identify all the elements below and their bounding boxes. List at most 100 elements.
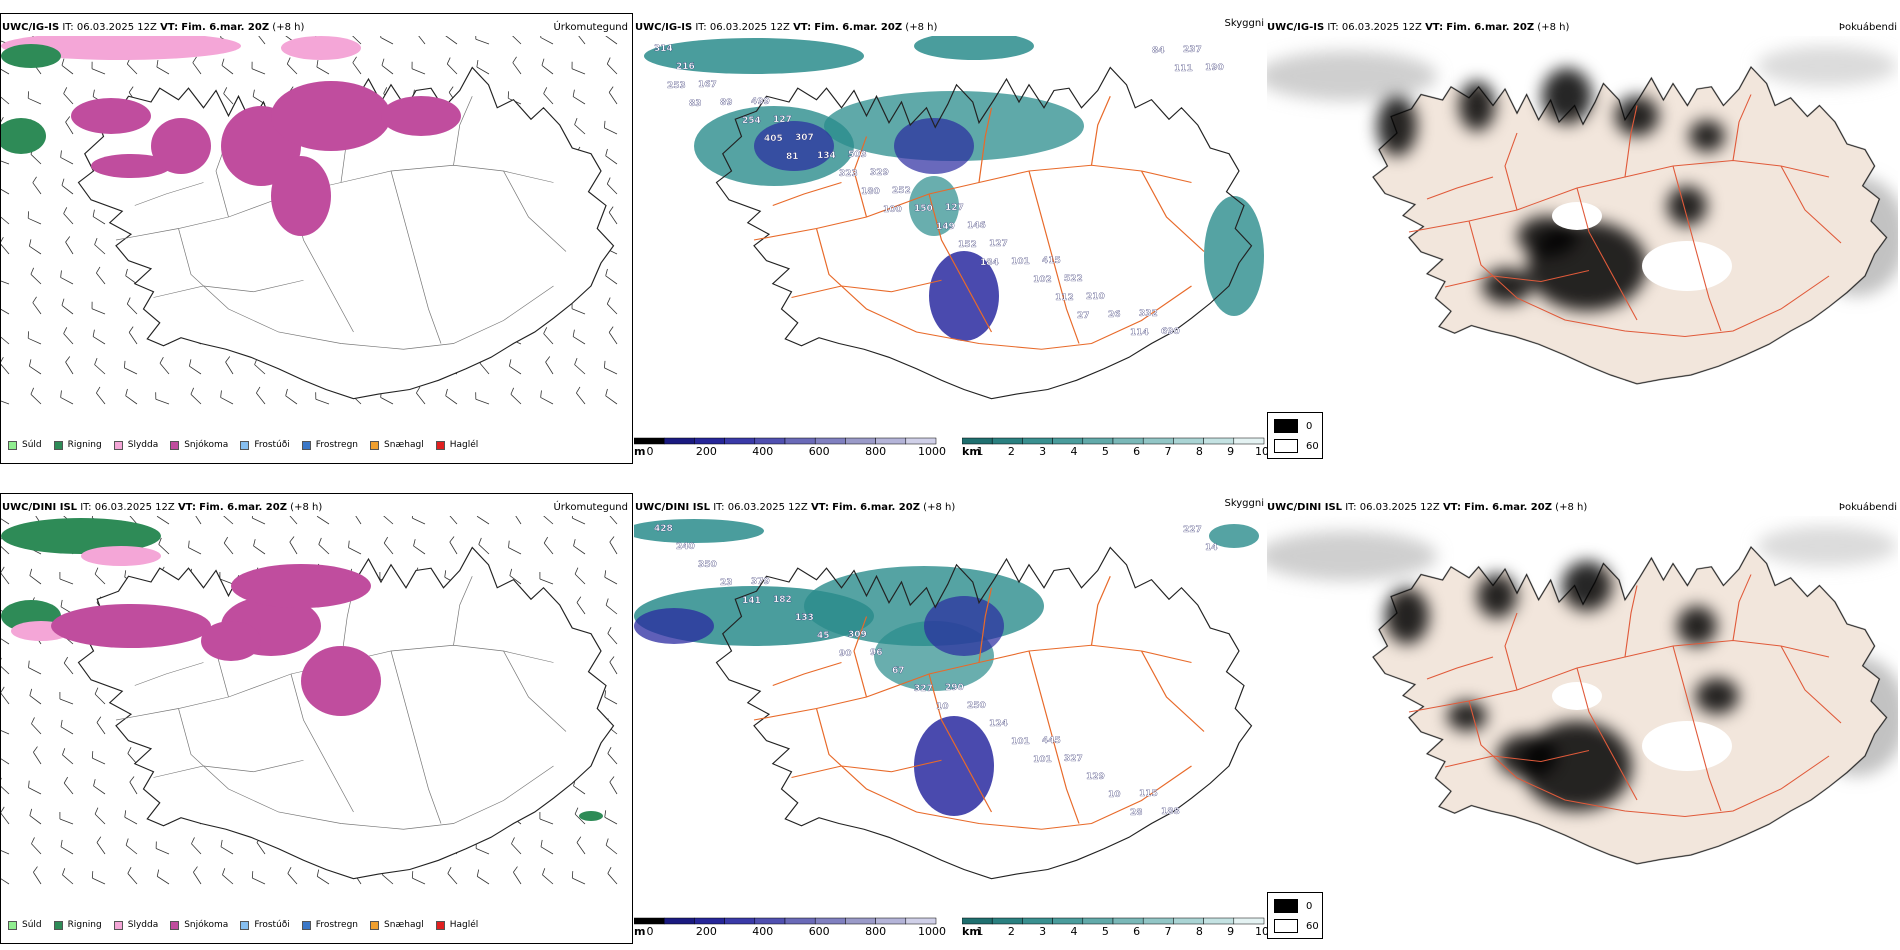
- cloud-base-label: 10: [936, 702, 949, 712]
- lead-time: (+8 h): [1555, 502, 1588, 513]
- it-label: IT:: [1327, 22, 1339, 33]
- cloud-areas: [644, 36, 1264, 341]
- colorbar-segment: [634, 917, 665, 925]
- cloud-base-label: 227: [1183, 525, 1202, 535]
- row-1: UWC/IG-IS IT: 06.03.2025 12Z VT: Fim. 6.…: [0, 0, 1900, 470]
- fog-legend-min: 0: [1306, 900, 1313, 912]
- cloud-base-label: 127: [773, 115, 792, 125]
- legend-label: Slydda: [127, 920, 159, 930]
- legend-swatch: [240, 920, 250, 930]
- cloud-base-label: 101: [1011, 257, 1030, 267]
- cloud-base-label: 327: [914, 684, 933, 694]
- it-value: 06.03.2025 12Z: [1341, 22, 1422, 33]
- colorbar-tick-label: 1000: [918, 925, 946, 938]
- legend-swatch: [53, 440, 63, 450]
- colorbar-segment: [784, 917, 816, 925]
- legend-label: Snjókoma: [184, 920, 229, 930]
- panel-header: UWC/DINI ISL IT: 06.03.2025 12Z VT: Fim.…: [1267, 502, 1587, 514]
- cloud-base-label: 146: [967, 221, 986, 231]
- precip-legend-item: Rigning: [53, 440, 102, 450]
- cloud-base-label: 428: [654, 524, 673, 534]
- colorbar-segment: [1022, 917, 1053, 925]
- legend-swatch: [113, 440, 123, 450]
- precip-legend-item: Rigning: [53, 920, 102, 930]
- legend-swatch: [370, 440, 380, 450]
- colorbar-segment: [754, 917, 786, 925]
- vt-label: VT:: [1442, 502, 1461, 513]
- precip-legend: Súld Rigning Slydda Snjókoma Frostúði Frostre…: [8, 440, 490, 450]
- colorbar-segment: [1052, 917, 1084, 925]
- precip-legend-item: Súld: [8, 440, 42, 450]
- colorbar-segment: [845, 437, 876, 445]
- colorbar-tick-label: 7: [1164, 445, 1172, 458]
- cloud-base-label: 329: [870, 168, 889, 178]
- cloud-base-label: 112: [1055, 293, 1074, 303]
- legend-swatch: [113, 920, 123, 930]
- colorbar-tick-label: 1: [976, 925, 984, 938]
- cloud-base-label: 379: [751, 577, 770, 587]
- precip-map: [1, 516, 618, 885]
- vt-value: Fim. 6.mar. 20Z: [1464, 502, 1552, 513]
- cloud-base-label: 26: [1108, 310, 1121, 320]
- colorbar-segment: [694, 917, 725, 925]
- colorbar-tick-label: 4: [1070, 445, 1078, 458]
- it-label: IT:: [62, 22, 74, 33]
- colorbar-tick-label: 400: [752, 445, 774, 458]
- colorbar-segment: [663, 917, 695, 925]
- cloud-base-label: 250: [967, 701, 986, 711]
- cloud-base-label: 323: [839, 169, 858, 179]
- legend-label: Rigning: [67, 440, 102, 450]
- cloud-base-label: 499: [751, 97, 770, 107]
- model-name: UWC/DINI ISL: [2, 502, 78, 513]
- colorbar-segment: [1233, 437, 1265, 445]
- panel-title-fog: Þokuábendi: [1838, 22, 1897, 33]
- cloud-base-label: 150: [914, 204, 933, 214]
- colorbar-segment: [754, 437, 786, 445]
- legend-label: Haglél: [449, 920, 479, 930]
- row-2: UWC/DINI ISL IT: 06.03.2025 12Z VT: Fim.…: [0, 480, 1900, 950]
- colorbar-tick-label: 600: [808, 925, 830, 938]
- fog-legend-min: 0: [1306, 420, 1313, 432]
- panel-header: UWC/IG-IS IT: 06.03.2025 12Z VT: Fim. 6.…: [2, 22, 304, 34]
- colorbar-unit: km: [962, 445, 981, 458]
- legend-label: Slydda: [127, 440, 159, 450]
- glacier: [1552, 202, 1602, 230]
- it-value: 06.03.2025 12Z: [76, 22, 157, 33]
- legend-label: Frostregn: [315, 440, 359, 450]
- colorbar-unit: m: [634, 925, 646, 938]
- cloud-base-label: 332: [1139, 309, 1158, 319]
- cloud-base-label: 240: [676, 542, 695, 552]
- it-value: 06.03.2025 12Z: [709, 22, 790, 33]
- legend-label: Frostúði: [254, 440, 290, 450]
- glacier: [1642, 721, 1732, 771]
- cloud-base-label: 27: [1077, 311, 1090, 321]
- colorbar-tick-label: 3: [1039, 445, 1047, 458]
- precip-legend-item: Slydda: [113, 920, 159, 930]
- precip-legend-item: Haglél: [435, 440, 478, 450]
- colorbar-tick-label: 1: [976, 445, 984, 458]
- colorbar-tick-label: 200: [695, 445, 717, 458]
- precip-legend-item: Frostúði: [240, 920, 290, 930]
- colorbar-segment: [784, 437, 816, 445]
- colorbar-tick-label: 800: [865, 445, 887, 458]
- cloud-base-label: 445: [1042, 736, 1061, 746]
- lead-time: (+8 h): [923, 502, 956, 513]
- colorbar-segment: [814, 917, 846, 925]
- vt-label: VT:: [1425, 22, 1444, 33]
- colorbar-segment: [845, 917, 876, 925]
- colorbar-segment: [1082, 437, 1114, 445]
- cloud-base-label: 309: [848, 630, 867, 640]
- cloud-base-label: 45: [817, 631, 830, 641]
- fog-legend-black-swatch: [1274, 419, 1298, 433]
- it-value: 06.03.2025 12Z: [1359, 502, 1440, 513]
- fog-legend-max: 60: [1306, 440, 1319, 452]
- legend-swatch: [170, 920, 180, 930]
- cloud-base-label: 190: [1205, 63, 1224, 73]
- colorbar-tick-label: 5: [1101, 445, 1109, 458]
- fog-areas: [1385, 561, 1739, 811]
- colorbar-segment: [1142, 437, 1174, 445]
- colorbar-segment: [991, 917, 1023, 925]
- panel-title-cloud: Skyggni: [1224, 498, 1264, 509]
- cloud-base-label: 127: [945, 203, 964, 213]
- legend-label: Frostregn: [315, 920, 359, 930]
